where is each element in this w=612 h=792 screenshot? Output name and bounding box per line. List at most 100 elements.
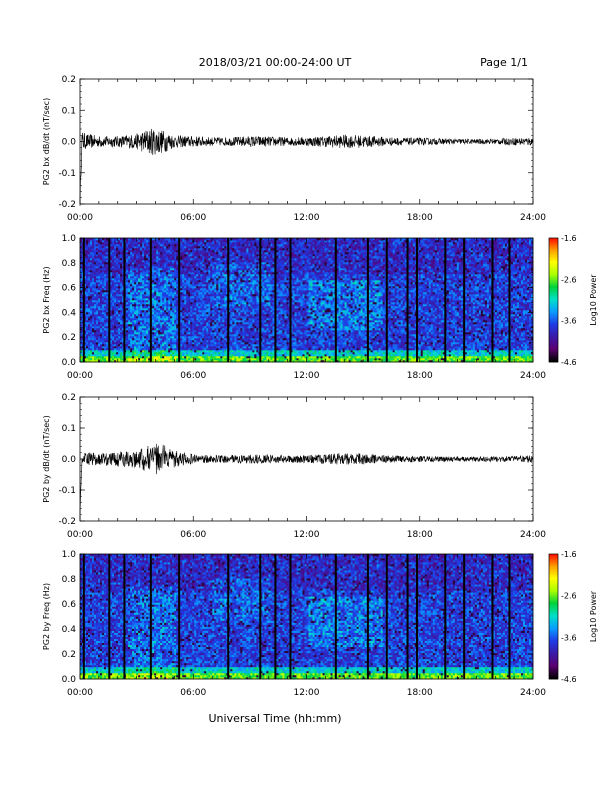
spectrogram-cell: [160, 308, 163, 311]
spectrogram-cell: [136, 294, 139, 297]
spectrogram-cell: [92, 246, 95, 249]
spectrogram-cell: [190, 348, 193, 351]
spectrogram-cell: [176, 342, 179, 345]
spectrogram-cell: [176, 240, 179, 243]
spectrogram-cell: [218, 318, 221, 321]
spectrogram-cell: [140, 314, 143, 317]
spectrogram-cell: [218, 300, 221, 303]
spectrogram-cell: [224, 356, 227, 359]
spectrogram-cell: [218, 276, 221, 279]
spectrogram-cell: [208, 266, 211, 269]
spectrogram-cell: [212, 248, 215, 251]
spectrogram-cell: [170, 342, 173, 345]
spectrogram-cell: [200, 300, 203, 303]
spectrogram-cell: [198, 262, 201, 265]
spectrogram-cell: [130, 286, 133, 289]
spectrogram-cell: [186, 330, 189, 333]
spectrogram-cell: [96, 360, 99, 363]
spectrogram-cell: [104, 238, 107, 241]
spectrogram-cell: [160, 352, 163, 355]
spectrogram-cell: [204, 290, 207, 293]
spectrogram-cell: [214, 284, 217, 287]
spectrogram-cell: [116, 314, 119, 317]
spectrogram-cell: [182, 354, 185, 357]
spectrogram-cell: [130, 322, 133, 325]
spectrogram-cell: [176, 354, 179, 357]
spectrogram-cell: [154, 320, 157, 323]
spectrogram-cell: [204, 278, 207, 281]
spectrogram-cell: [188, 340, 191, 343]
spectrogram-cell: [146, 248, 149, 251]
spectrogram-cell: [222, 318, 225, 321]
spectrogram-cell: [228, 328, 231, 331]
spectrogram-cell: [116, 262, 119, 265]
spectrogram-cell: [102, 338, 105, 341]
spectrogram-cell: [216, 308, 219, 311]
spectrogram-cell: [146, 284, 149, 287]
spectrogram-cell: [112, 326, 115, 329]
spectrogram-cell: [138, 286, 141, 289]
spectrogram-cell: [200, 238, 203, 241]
spectrogram-cell: [90, 318, 93, 321]
spectrogram-cell: [112, 264, 115, 267]
spectrogram-cell: [132, 328, 135, 331]
spectrogram-cell: [176, 246, 179, 249]
spectrogram-cell: [140, 270, 143, 273]
spectrogram-cell: [122, 278, 125, 281]
spectrogram-cell: [104, 242, 107, 245]
spectrogram-cell: [204, 338, 207, 341]
spectrogram-cell: [174, 264, 177, 267]
spectrogram-cell: [192, 282, 195, 285]
spectrogram-cell: [174, 316, 177, 319]
spectrogram-cell: [112, 332, 115, 335]
spectrogram-cell: [80, 340, 83, 343]
spectrogram-cell: [138, 294, 141, 297]
spectrogram-cell: [130, 340, 133, 343]
spectrogram-cell: [186, 316, 189, 319]
spectrogram-cell: [166, 264, 169, 267]
spectrogram-cell: [204, 356, 207, 359]
spectrogram-cell: [146, 334, 149, 337]
spectrogram-cell: [174, 296, 177, 299]
spectrogram-cell: [172, 266, 175, 269]
spectrogram-cell: [88, 358, 91, 361]
spectrogram-cell: [198, 276, 201, 279]
spectrogram-cell: [144, 322, 147, 325]
spectrogram-cell: [212, 268, 215, 271]
spectrogram-cell: [180, 308, 183, 311]
spectrogram-cell: [182, 246, 185, 249]
spectrogram-cell: [126, 288, 129, 291]
spectrogram-cell: [84, 240, 87, 243]
spectrogram-cell: [136, 270, 139, 273]
spectrogram-cell: [118, 266, 121, 269]
spectrogram-cell: [140, 264, 143, 267]
spectrogram-cell: [130, 282, 133, 285]
spectrogram-cell: [106, 246, 109, 249]
spectrogram-cell: [132, 270, 135, 273]
spectrogram-cell: [166, 358, 169, 361]
spectrogram-cell: [90, 298, 93, 301]
spectrogram-cell: [156, 244, 159, 247]
spectrogram-cell: [136, 240, 139, 243]
spectrogram-cell: [208, 318, 211, 321]
spectrogram-cell: [156, 342, 159, 345]
spectrogram-cell: [212, 302, 215, 305]
spectrogram-cell: [88, 294, 91, 297]
spectrogram-cell: [142, 288, 145, 291]
spectrogram-cell: [94, 264, 97, 267]
spectrogram-cell: [182, 250, 185, 253]
spectrogram-cell: [116, 254, 119, 257]
spectrogram-cell: [204, 242, 207, 245]
spectrogram-cell: [132, 294, 135, 297]
spectrogram-cell: [170, 306, 173, 309]
spectrogram-cell: [102, 274, 105, 277]
spectrogram-cell: [188, 296, 191, 299]
spectrogram-cell: [92, 314, 95, 317]
spectrogram-cell: [98, 310, 101, 313]
spectrogram-cell: [176, 270, 179, 273]
spectrogram-cell: [186, 304, 189, 307]
spectrogram-cell: [106, 316, 109, 319]
spectrogram-cell: [116, 296, 119, 299]
spectrogram-cell: [94, 344, 97, 347]
spectrogram-cell: [106, 314, 109, 317]
